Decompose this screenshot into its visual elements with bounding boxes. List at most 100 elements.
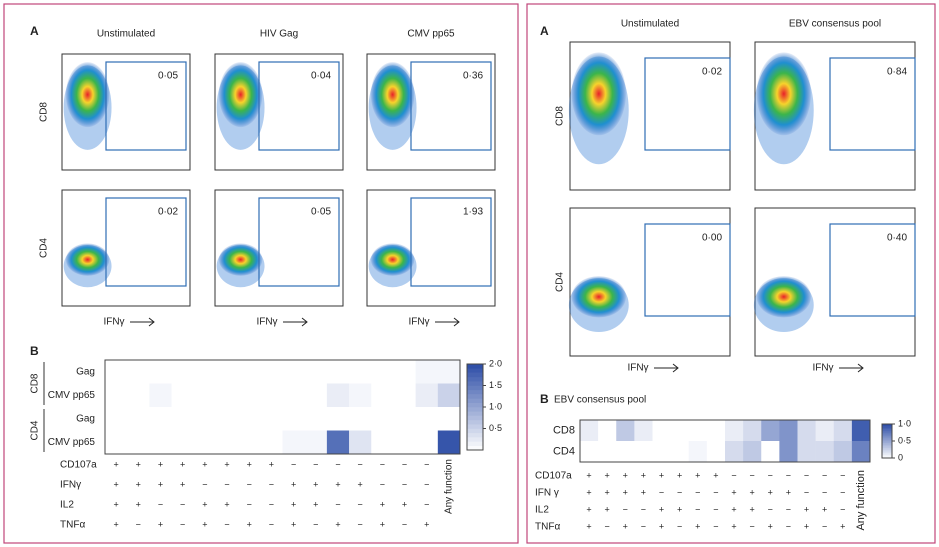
heatmap-cell <box>105 407 128 431</box>
colorbar-step <box>467 389 483 395</box>
density-core <box>370 62 415 128</box>
colorbar-tick-label: 1·5 <box>489 380 502 390</box>
colorbar-step <box>467 445 483 451</box>
sign: − <box>695 487 700 497</box>
sign: + <box>586 504 591 514</box>
x-axis-label: IFNγ <box>627 363 648 374</box>
axis-arrow <box>130 317 155 327</box>
heatmap-cell <box>105 430 128 455</box>
colorbar-tick-label: 0·5 <box>489 423 502 433</box>
gate-value: 0·02 <box>702 67 722 78</box>
panel-label: A <box>540 24 549 38</box>
density-core <box>571 276 626 318</box>
sign: − <box>605 521 610 531</box>
sign: + <box>247 519 252 529</box>
sign: − <box>750 470 755 480</box>
heatmap-cell <box>415 407 439 431</box>
sign: + <box>269 459 274 469</box>
colorbar-step <box>882 424 892 426</box>
heatmap-cell <box>171 407 195 431</box>
function-label: TNFα <box>535 522 560 533</box>
heatmap-cell <box>193 407 217 431</box>
x-axis-label: IFNγ <box>103 317 124 328</box>
gate <box>644 57 731 151</box>
axis-arrow <box>435 317 460 327</box>
heatmap-cell <box>779 441 798 463</box>
sign: − <box>840 487 845 497</box>
sign: − <box>380 479 385 489</box>
sign: − <box>313 519 318 529</box>
gate-value: 0·04 <box>311 71 331 82</box>
sign: − <box>840 470 845 480</box>
sign: + <box>623 521 628 531</box>
sign: − <box>786 521 791 531</box>
sign: − <box>424 479 429 489</box>
sign: + <box>731 504 736 514</box>
heatmap-cell <box>616 420 635 442</box>
sign: + <box>202 459 207 469</box>
sign: − <box>269 479 274 489</box>
sign: + <box>623 470 628 480</box>
gate <box>105 61 187 151</box>
sign: − <box>713 487 718 497</box>
heatmap-cell <box>393 360 416 384</box>
heatmap-cell <box>193 430 217 455</box>
heatmap-cell <box>304 407 328 431</box>
heatmap-cell <box>238 407 261 431</box>
sign: − <box>822 470 827 480</box>
heatmap-cell <box>260 360 283 384</box>
heatmap-cell <box>171 430 195 455</box>
function-label: TNFα <box>60 520 85 531</box>
heatmap-row-label: Gag <box>76 366 95 377</box>
sign: − <box>822 521 827 531</box>
colorbar-step <box>467 372 483 378</box>
heatmap-cell <box>326 360 350 384</box>
column-title: CMV pp65 <box>407 29 455 40</box>
colorbar-step <box>882 432 892 435</box>
plot-frame <box>214 189 344 307</box>
sign: − <box>695 504 700 514</box>
sign: + <box>113 459 118 469</box>
x-axis-label: IFNγ <box>408 317 429 328</box>
heatmap-cell <box>127 430 150 455</box>
sign: − <box>335 499 340 509</box>
sign: − <box>804 470 809 480</box>
group-label: CD4 <box>30 420 41 440</box>
panel-label: B <box>540 392 549 406</box>
sign: + <box>313 499 318 509</box>
sign: − <box>247 479 252 489</box>
colorbar-tick-label: 0·5 <box>898 435 911 445</box>
sign: + <box>605 487 610 497</box>
heatmap-cell <box>349 407 372 431</box>
heatmap-cell <box>105 360 128 384</box>
colorbar-step <box>467 407 483 412</box>
heatmap-cell <box>282 360 305 384</box>
sign: − <box>659 487 664 497</box>
heatmap-cell <box>349 430 372 455</box>
sign: + <box>136 479 141 489</box>
heatmap-cell <box>706 420 726 442</box>
density-core <box>218 62 263 128</box>
sign: − <box>677 487 682 497</box>
colorbar-step <box>467 376 483 382</box>
colorbar-step <box>882 427 892 430</box>
sign: − <box>768 470 773 480</box>
colorbar-step <box>882 456 892 459</box>
sign: − <box>713 521 718 531</box>
heatmap-cell <box>616 441 635 463</box>
heatmap-frame <box>579 419 871 463</box>
heatmap-cell <box>371 360 394 384</box>
sign: − <box>358 459 363 469</box>
heatmap-cell <box>652 420 671 442</box>
heatmap-cell <box>282 407 305 431</box>
function-label: IFN γ <box>535 488 559 499</box>
sign: − <box>313 459 318 469</box>
axis-arrow <box>654 363 679 373</box>
heatmap-cell <box>743 441 762 463</box>
sign: − <box>380 459 385 469</box>
heatmap-cell <box>580 441 599 463</box>
sign: + <box>158 479 163 489</box>
row-label: CD4 <box>555 272 566 292</box>
heatmap-row-label: CMV pp65 <box>48 390 96 401</box>
sign: − <box>224 479 229 489</box>
